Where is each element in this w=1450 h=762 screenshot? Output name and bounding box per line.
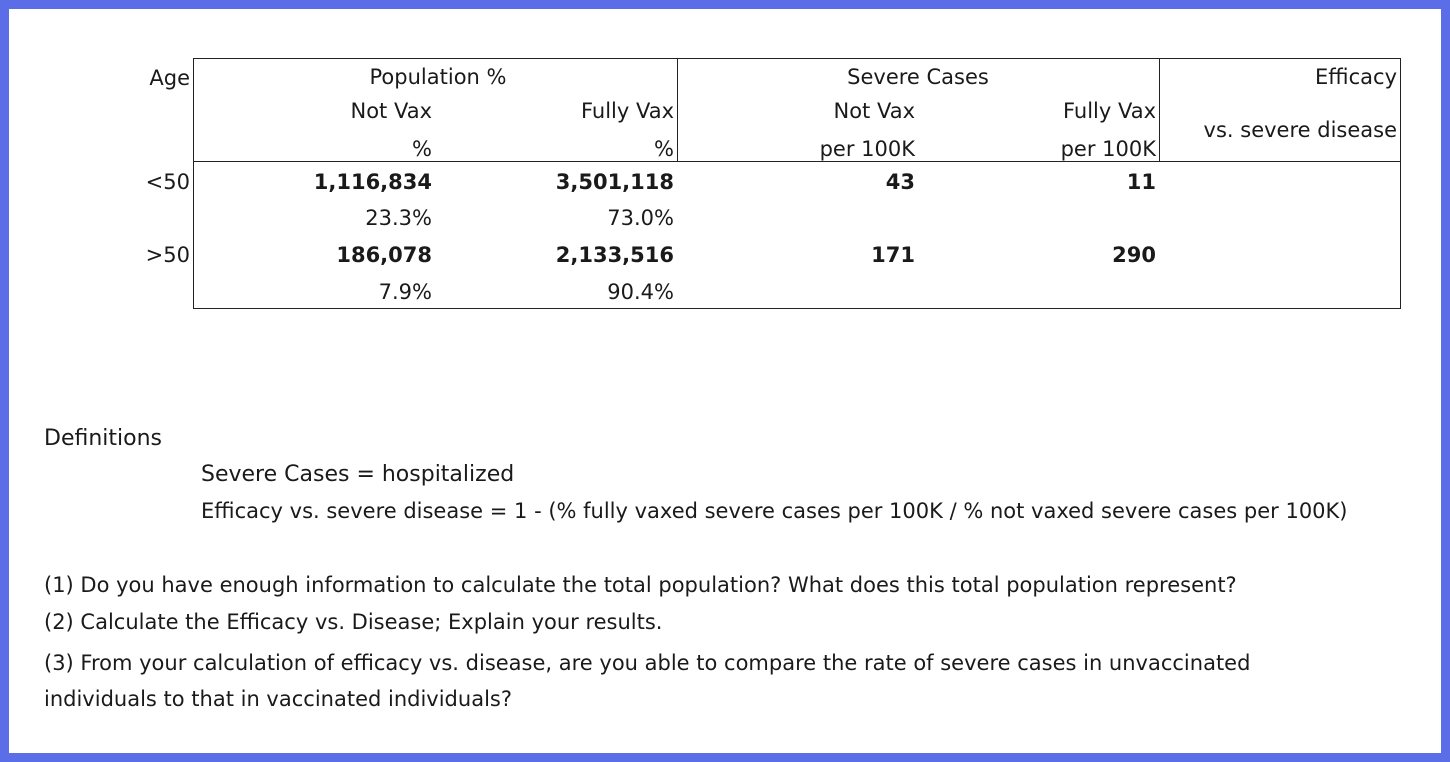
row1-pop-fully-vax: 3,501,118 xyxy=(555,170,674,194)
table-divider-severe-efficacy xyxy=(1159,58,1160,162)
row1-sev-fully-vax: 11 xyxy=(1126,170,1156,194)
table-header-bottom-rule xyxy=(193,161,1401,162)
question-1: (1) Do you have enough information to ca… xyxy=(44,573,1237,597)
row1-pop-not-vax-pct: 23.3% xyxy=(365,206,432,230)
header-sev-fully-vax: Fully Vax xyxy=(1062,99,1156,123)
header-pop-not-vax-unit: % xyxy=(412,137,432,161)
row2-pop-not-vax: 186,078 xyxy=(336,243,432,267)
row1-age: <50 xyxy=(145,170,190,194)
row2-sev-not-vax: 171 xyxy=(871,243,915,267)
data-table xyxy=(193,58,1401,309)
header-efficacy: Efficacy xyxy=(1315,65,1397,89)
header-severe-group: Severe Cases xyxy=(847,65,989,89)
question-2: (2) Calculate the Efficacy vs. Disease; … xyxy=(44,610,663,634)
header-sev-not-vax: Not Vax xyxy=(833,99,916,123)
definition-severe-cases: Severe Cases = hospitalized xyxy=(201,462,515,487)
row1-sev-not-vax: 43 xyxy=(885,170,915,194)
row1-pop-fully-vax-pct: 73.0% xyxy=(607,206,674,230)
question-3-line-2: individuals to that in vaccinated indivi… xyxy=(44,687,512,711)
row2-pop-not-vax-pct: 7.9% xyxy=(378,280,432,304)
header-age: Age xyxy=(149,66,190,90)
header-pop-fully-vax: Fully Vax xyxy=(580,99,674,123)
header-pop-not-vax: Not Vax xyxy=(350,99,433,123)
header-population-group: Population % xyxy=(369,65,507,89)
question-3-line-1: (3) From your calculation of efficacy vs… xyxy=(44,651,1251,675)
definition-efficacy: Efficacy vs. severe disease = 1 - (% ful… xyxy=(201,499,1348,523)
header-sev-not-vax-unit: per 100K xyxy=(819,137,915,161)
row2-pop-fully-vax-pct: 90.4% xyxy=(607,280,674,304)
header-efficacy-sub: vs. severe disease xyxy=(1203,118,1397,142)
header-pop-fully-vax-unit: % xyxy=(654,137,674,161)
row1-pop-not-vax: 1,116,834 xyxy=(313,170,432,194)
row2-age: >50 xyxy=(145,243,190,267)
table-divider-population-severe xyxy=(677,58,678,162)
row2-sev-fully-vax: 290 xyxy=(1112,243,1156,267)
definitions-heading: Definitions xyxy=(44,426,162,451)
row2-pop-fully-vax: 2,133,516 xyxy=(555,243,674,267)
header-sev-fully-vax-unit: per 100K xyxy=(1060,137,1156,161)
